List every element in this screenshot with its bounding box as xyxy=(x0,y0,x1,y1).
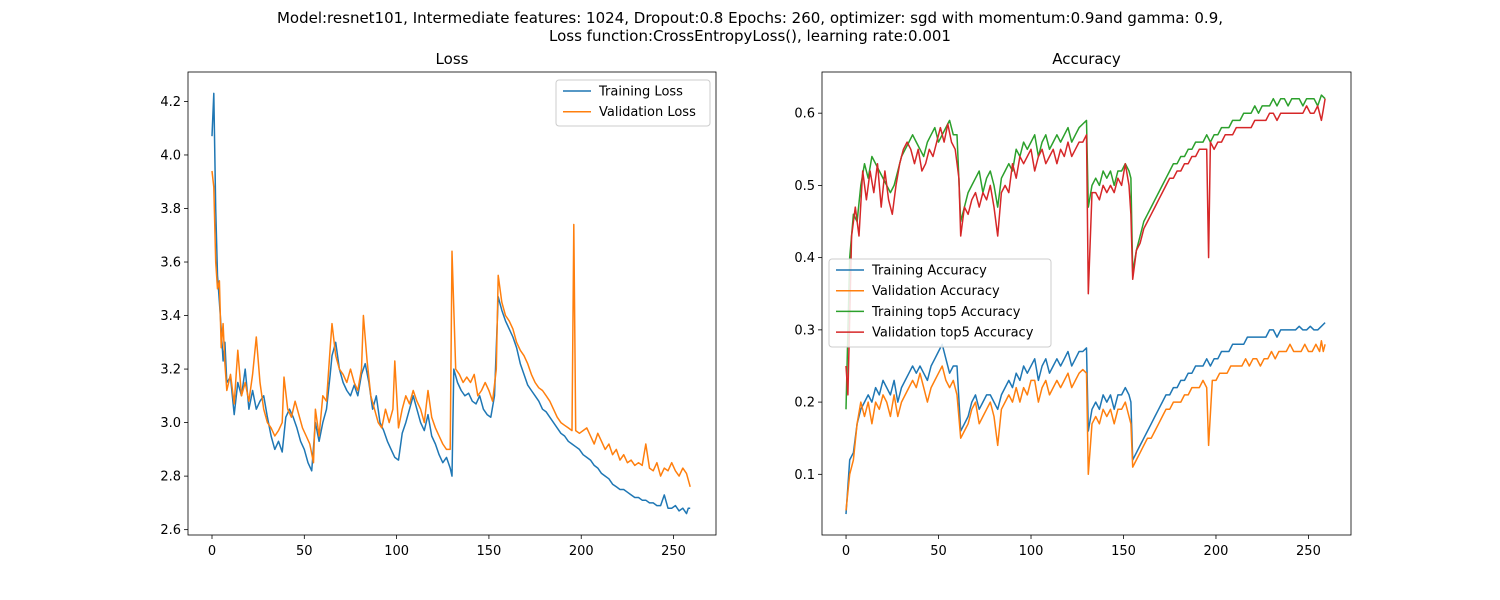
loss-x-tick-label: 250 xyxy=(661,544,686,559)
loss-chart: Loss 0 50 100 150 200 250 2.6 2.8 3.0 3.2 3.4 3.6 3.8… xyxy=(160,50,717,559)
loss-chart-title: Loss xyxy=(436,50,469,68)
loss-x-tick-label: 100 xyxy=(384,544,409,559)
accuracy-x-tick-label: 50 xyxy=(930,544,947,559)
accuracy-series-line-validation-accuracy xyxy=(845,339,1326,511)
accuracy-y-tick-label: 0.3 xyxy=(794,323,815,338)
loss-x-tick-label: 150 xyxy=(477,544,502,559)
loss-legend-label: Validation Loss xyxy=(599,105,696,120)
loss-y-tick-label: 2.8 xyxy=(160,470,181,485)
figure-title: Model:resnet101, Intermediate features: … xyxy=(0,9,1500,45)
figure-title-line-2: Loss function:CrossEntropyLoss(), learni… xyxy=(549,27,951,45)
accuracy-x-tick-label: 0 xyxy=(842,544,850,559)
loss-y-tick-label: 3.4 xyxy=(160,309,181,324)
accuracy-legend-label: Validation top5 Accuracy xyxy=(872,326,1034,341)
loss-y-tick-label: 3.6 xyxy=(160,256,181,271)
loss-series-line-training-loss xyxy=(211,92,691,515)
accuracy-y-tick-label: 0.5 xyxy=(794,179,815,194)
accuracy-y-tick-label: 0.6 xyxy=(794,107,815,122)
loss-y-tick-label: 4.2 xyxy=(160,95,181,110)
loss-legend-box xyxy=(555,79,711,127)
loss-y-tick-label: 3.0 xyxy=(160,416,181,431)
loss-x-tick-label: 0 xyxy=(208,544,216,559)
loss-legend: Training Loss Validation Loss xyxy=(555,79,711,127)
loss-y-tick-label: 4.0 xyxy=(160,148,181,163)
accuracy-legend-label: Training Accuracy xyxy=(871,264,987,279)
accuracy-y-tick-label: 0.1 xyxy=(794,468,815,483)
accuracy-x-tick-label: 200 xyxy=(1204,544,1229,559)
loss-x-tick-label: 50 xyxy=(296,544,313,559)
accuracy-legend-label: Validation Accuracy xyxy=(872,284,1000,299)
accuracy-series-line-training-top5-accuracy xyxy=(845,94,1326,410)
accuracy-series-line-validation-top5-accuracy xyxy=(845,98,1326,396)
accuracy-x-tick-label: 100 xyxy=(1019,544,1044,559)
accuracy-y-tick-label: 0.4 xyxy=(794,251,815,266)
loss-legend-label: Training Loss xyxy=(598,85,683,100)
loss-y-tick-label: 3.2 xyxy=(160,363,181,378)
accuracy-chart: Accuracy 0 50 100 150 200 250 0.1 0.2 0.3 0.4 0.5 0.… xyxy=(794,50,1352,559)
accuracy-series-line-training-accuracy xyxy=(845,322,1326,515)
accuracy-legend-box xyxy=(828,258,1052,348)
accuracy-y-tick-label: 0.2 xyxy=(794,396,815,411)
accuracy-x-tick-label: 250 xyxy=(1296,544,1321,559)
figure-title-line-1: Model:resnet101, Intermediate features: … xyxy=(276,9,1224,27)
accuracy-chart-title: Accuracy xyxy=(1052,50,1121,68)
loss-series-line-validation-loss xyxy=(211,170,691,487)
loss-axes-frame xyxy=(187,71,717,536)
accuracy-x-tick-label: 150 xyxy=(1111,544,1136,559)
accuracy-legend-label: Training top5 Accuracy xyxy=(871,305,1021,320)
accuracy-legend: Training Accuracy Validation Accuracy Trai… xyxy=(828,258,1052,348)
loss-x-tick-label: 200 xyxy=(569,544,594,559)
accuracy-axes-frame xyxy=(821,71,1352,536)
loss-y-tick-label: 3.8 xyxy=(160,202,181,217)
loss-y-tick-label: 2.6 xyxy=(160,523,181,538)
